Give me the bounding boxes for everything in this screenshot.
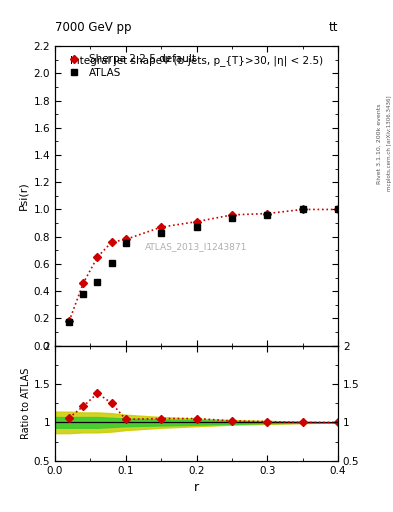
Legend: Sherpa 2.2.5 default, ATLAS: Sherpa 2.2.5 default, ATLAS	[60, 51, 200, 81]
Text: mcplots.cern.ch [arXiv:1306.3436]: mcplots.cern.ch [arXiv:1306.3436]	[387, 96, 391, 191]
Y-axis label: Psi(r): Psi(r)	[18, 181, 28, 210]
ATLAS	[95, 279, 100, 285]
Y-axis label: Ratio to ATLAS: Ratio to ATLAS	[21, 368, 31, 439]
Sherpa 2.2.5 default	[265, 210, 270, 217]
Sherpa 2.2.5 default	[67, 318, 72, 324]
Sherpa 2.2.5 default	[159, 224, 163, 230]
Sherpa 2.2.5 default	[109, 239, 114, 245]
Text: Integral jet shapeΨ (b-jets, p_{T}>30, |η| < 2.5): Integral jet shapeΨ (b-jets, p_{T}>30, |…	[70, 55, 323, 66]
ATLAS	[230, 215, 234, 221]
Text: tt: tt	[329, 21, 338, 34]
Sherpa 2.2.5 default	[230, 212, 234, 218]
ATLAS	[81, 291, 86, 297]
ATLAS	[336, 206, 340, 212]
Text: 7000 GeV pp: 7000 GeV pp	[55, 21, 132, 34]
Sherpa 2.2.5 default	[81, 280, 86, 286]
Sherpa 2.2.5 default	[194, 219, 199, 225]
Sherpa 2.2.5 default	[95, 254, 100, 260]
Text: Rivet 3.1.10, 200k events: Rivet 3.1.10, 200k events	[377, 103, 382, 184]
ATLAS	[159, 229, 163, 236]
Sherpa 2.2.5 default	[123, 237, 128, 243]
ATLAS	[194, 224, 199, 230]
Sherpa 2.2.5 default	[300, 206, 305, 212]
ATLAS	[67, 319, 72, 326]
Line: ATLAS: ATLAS	[66, 206, 342, 326]
Text: ATLAS_2013_I1243871: ATLAS_2013_I1243871	[145, 242, 248, 251]
Sherpa 2.2.5 default	[336, 206, 340, 212]
ATLAS	[265, 212, 270, 218]
ATLAS	[300, 206, 305, 212]
ATLAS	[109, 260, 114, 266]
ATLAS	[123, 241, 128, 247]
Line: Sherpa 2.2.5 default: Sherpa 2.2.5 default	[66, 207, 341, 324]
X-axis label: r: r	[194, 481, 199, 494]
